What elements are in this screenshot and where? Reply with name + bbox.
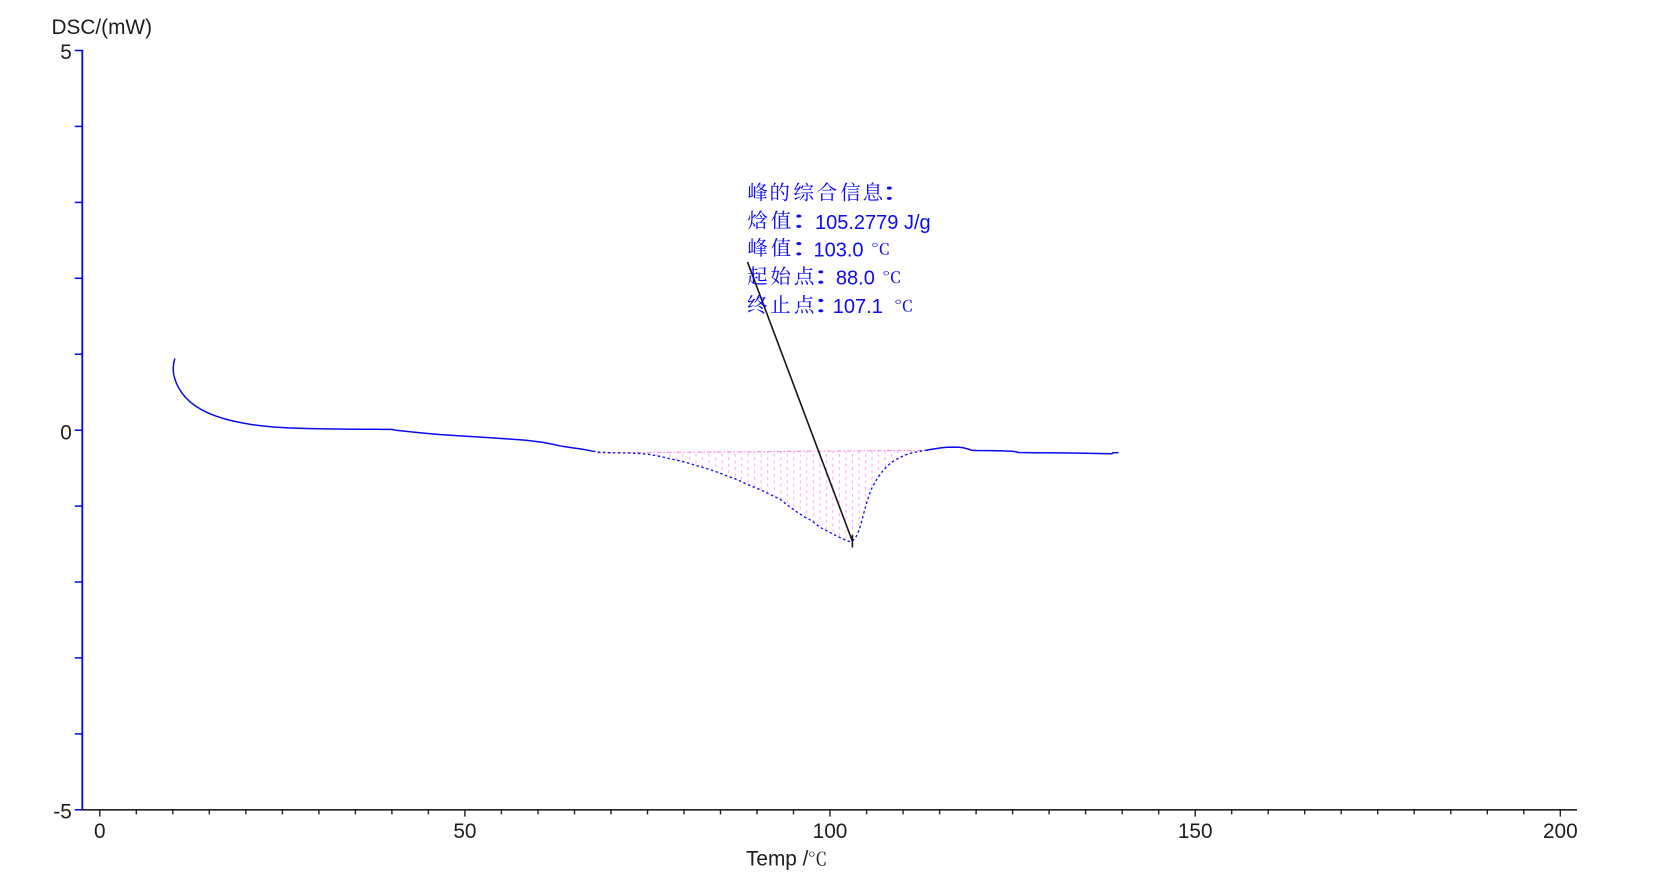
svg-text:5: 5: [60, 41, 72, 64]
svg-text:0: 0: [94, 820, 106, 843]
svg-text:0: 0: [60, 421, 72, 444]
svg-text:107.1: 107.1: [833, 296, 883, 318]
svg-text:88.0: 88.0: [836, 268, 875, 290]
svg-text:150: 150: [1178, 820, 1213, 843]
svg-text:100: 100: [813, 820, 848, 843]
svg-text:DSC/(mW): DSC/(mW): [52, 16, 153, 39]
svg-text:200: 200: [1543, 820, 1578, 843]
svg-text:-5: -5: [53, 801, 72, 824]
svg-text:Temp /: Temp /: [746, 848, 809, 871]
svg-text:103.0: 103.0: [814, 239, 864, 261]
svg-text:105.2779 J/g: 105.2779 J/g: [815, 212, 931, 234]
svg-text:50: 50: [453, 820, 476, 843]
